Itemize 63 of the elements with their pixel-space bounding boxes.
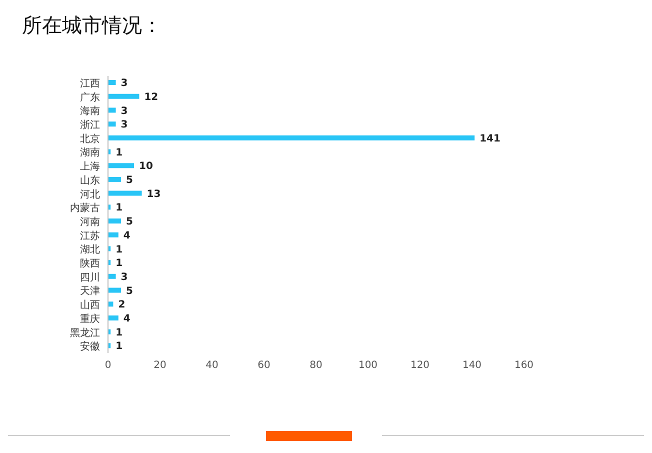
y-tick-label: 黑龙江 [70, 326, 100, 339]
chart-title: 所在城市情况： [22, 12, 162, 39]
data-label: 3 [120, 120, 128, 131]
x-tick-label: 40 [206, 360, 218, 372]
data-label: 1 [116, 258, 123, 270]
y-tick-label: 四川 [80, 271, 100, 284]
bar [108, 218, 121, 224]
bar [108, 288, 121, 293]
x-tick-label: 80 [310, 360, 322, 372]
data-label: 3 [120, 106, 128, 117]
data-label: 2 [118, 300, 126, 311]
x-tick-label: 120 [410, 360, 430, 372]
y-tick-label: 海南 [80, 105, 100, 118]
data-label: 3 [120, 272, 128, 283]
y-tick-label: 陕西 [80, 258, 100, 270]
bar [108, 80, 116, 85]
x-tick-label: 140 [462, 360, 482, 372]
y-tick-label: 湖北 [80, 244, 100, 256]
x-tick-label: 60 [258, 360, 270, 372]
bar [108, 94, 140, 99]
data-label: 3 [120, 78, 128, 90]
data-label: 1 [116, 147, 123, 158]
y-tick-label: 河北 [80, 188, 100, 200]
data-label: 10 [139, 161, 153, 172]
bar [108, 274, 116, 279]
y-tick-label: 山东 [80, 174, 100, 186]
y-tick-label: 江西 [80, 77, 100, 90]
y-tick-label: 内蒙古 [70, 202, 100, 214]
y-tick-label: 浙江 [80, 119, 100, 132]
y-tick-label: 上海 [80, 160, 100, 173]
bar [108, 176, 121, 182]
data-label: 4 [123, 314, 130, 324]
x-tick-label: 160 [514, 360, 534, 372]
y-tick-label: 河南 [80, 216, 100, 228]
data-label: 12 [144, 92, 158, 103]
y-tick-label: 江苏 [80, 230, 100, 242]
data-label: 1 [116, 341, 123, 352]
bar [108, 135, 475, 140]
data-label: 1 [116, 202, 123, 214]
x-tick-label: 0 [104, 360, 112, 372]
x-tick-label: 100 [358, 360, 378, 372]
data-label: 1 [116, 244, 123, 256]
y-tick-label: 天津 [80, 285, 100, 298]
x-tick-label: 20 [154, 360, 166, 372]
data-label: 4 [123, 230, 130, 242]
y-tick-label: 湖南 [80, 146, 100, 159]
y-tick-label: 山西 [80, 299, 100, 312]
y-tick-label: 广东 [80, 91, 100, 104]
data-label: 5 [126, 286, 133, 297]
data-label: 141 [480, 133, 501, 144]
bar [108, 108, 116, 113]
data-label: 1 [116, 327, 123, 338]
data-label: 13 [146, 188, 161, 200]
bar [108, 232, 118, 238]
y-tick-label: 安徽 [80, 340, 100, 353]
y-tick-label: 重庆 [80, 312, 100, 325]
bar [108, 190, 142, 196]
bar [108, 315, 118, 320]
bar [108, 163, 134, 168]
data-label: 5 [126, 216, 133, 228]
y-tick-label: 北京 [80, 132, 100, 145]
bar [108, 122, 116, 127]
data-label: 5 [126, 175, 133, 186]
